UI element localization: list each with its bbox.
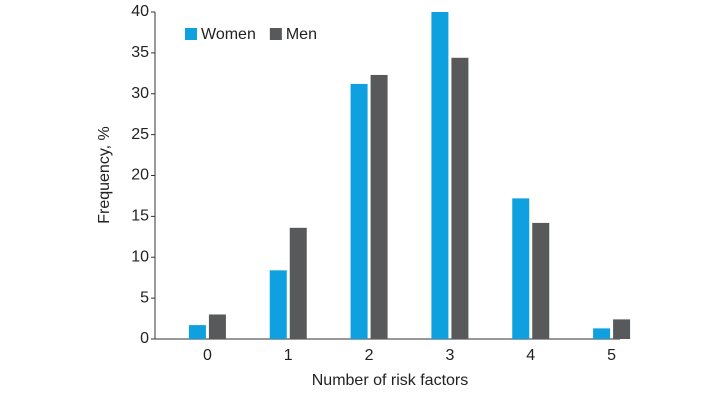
y-tick-label: 10 xyxy=(131,248,149,265)
bar xyxy=(593,328,611,339)
x-tick-label: 5 xyxy=(607,347,616,364)
y-axis-title: Frequency, % xyxy=(96,126,113,224)
bar xyxy=(431,12,449,339)
legend-swatch xyxy=(269,28,282,40)
y-tick-label: 0 xyxy=(140,330,149,347)
legend-swatch xyxy=(185,28,197,40)
bar xyxy=(370,74,388,339)
legend-label: Women xyxy=(201,26,256,43)
bar xyxy=(512,198,530,339)
y-tick-label: 40 xyxy=(131,3,149,20)
bar xyxy=(269,270,287,339)
x-tick-label: 4 xyxy=(526,347,535,364)
y-tick-label: 15 xyxy=(131,208,149,225)
bar xyxy=(350,83,368,339)
legend-label: Men xyxy=(286,26,317,43)
bar xyxy=(188,325,206,339)
bar xyxy=(289,227,307,339)
x-axis-title: Number of risk factors xyxy=(312,372,468,389)
y-tick-label: 30 xyxy=(131,85,149,102)
y-tick-label: 25 xyxy=(131,126,149,143)
y-tick-label: 20 xyxy=(131,167,149,184)
bar xyxy=(532,222,550,339)
x-tick-label: 2 xyxy=(365,347,374,364)
x-tick-label: 3 xyxy=(445,347,454,364)
y-tick-label: 35 xyxy=(131,44,149,61)
y-tick-label: 5 xyxy=(140,289,149,306)
bar xyxy=(451,57,469,339)
x-tick-label: 1 xyxy=(284,347,293,364)
bar xyxy=(613,319,631,339)
x-tick-label: 0 xyxy=(203,347,212,364)
bar xyxy=(208,314,226,339)
